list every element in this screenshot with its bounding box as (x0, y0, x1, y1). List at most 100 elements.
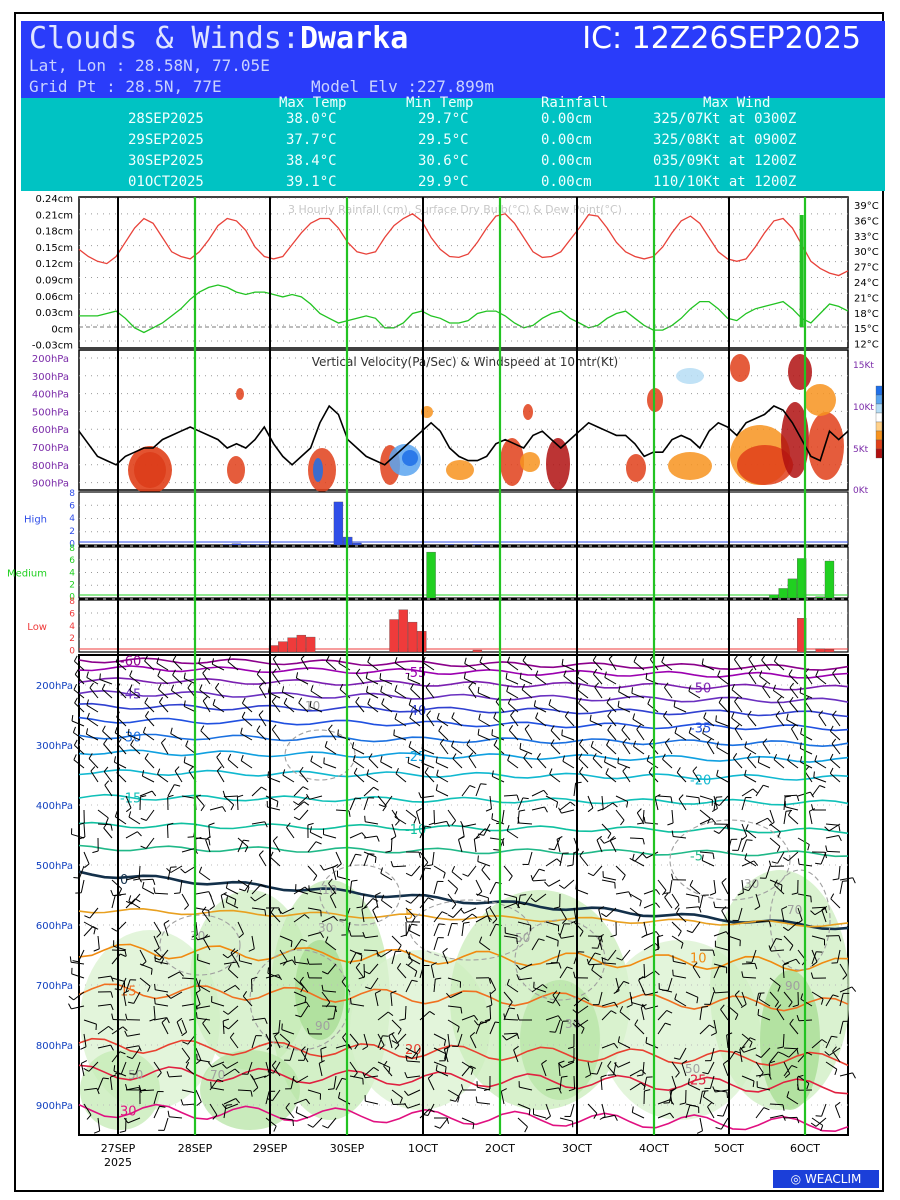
wind-barb-flag (72, 726, 76, 733)
wind-barb-staff (617, 762, 631, 769)
wind-barb-staff (839, 986, 853, 993)
wind-barb-flag (435, 756, 438, 763)
wind-barb-staff (363, 851, 377, 858)
wind-barb-staff (830, 730, 841, 741)
wind-barb-flag (763, 784, 770, 788)
wind-barb-staff (572, 851, 575, 866)
wind-barb-flag (470, 1065, 476, 1069)
wind-barb-flag (782, 962, 789, 966)
wind-barb-staff (435, 762, 449, 769)
wind-barb-flag (617, 1036, 620, 1043)
wind-barb-staff (663, 715, 673, 727)
wind-barb-staff (242, 702, 253, 713)
wind-barb-staff (706, 742, 715, 755)
wind-barb-staff (237, 921, 244, 935)
cloud-bar (241, 544, 251, 546)
wind-barb-staff (458, 839, 463, 853)
wind-barb-staff (227, 759, 239, 769)
wind-barb-staff (170, 865, 183, 873)
wind-barb-flag (157, 768, 161, 775)
isotherm-label: 0 (120, 873, 128, 888)
wind-barb-flag (274, 1032, 280, 1037)
wind-barb-flag (607, 833, 612, 839)
wind-barb-staff (517, 921, 531, 926)
wind-barb-flag (778, 1051, 784, 1055)
wind-barb-staff (230, 952, 239, 965)
wind-barb-flag (92, 850, 99, 854)
wind-barb-staff (272, 840, 281, 853)
wind-barb-flag (598, 933, 604, 938)
wind-barb-staff (673, 960, 687, 965)
wind-barb-staff (475, 783, 481, 797)
wind-barb-staff (545, 921, 559, 926)
wind-barb-flag (768, 1073, 772, 1080)
wind-barb-staff (181, 1003, 195, 1007)
wind-barb-staff (558, 1063, 561, 1077)
wind-barb-staff (477, 734, 491, 741)
wind-barb-staff (97, 1003, 111, 1007)
wind-barb-staff (828, 823, 841, 832)
cloud-bar (426, 551, 436, 599)
wind-barb-staff (83, 1019, 97, 1025)
wind-barb-staff (447, 1019, 460, 1028)
cloud-bar (231, 543, 242, 546)
wind-barb-staff (71, 833, 85, 839)
wind-barb-staff (195, 907, 209, 911)
wind-barb-staff (507, 984, 519, 993)
wind-barb-flag (485, 808, 492, 812)
wind-barb-flag (408, 951, 411, 958)
wind-barb-flag (516, 974, 520, 980)
wind-barb-staff (673, 975, 687, 979)
wind-barb-staff (782, 964, 785, 979)
wind-barb-staff (832, 673, 841, 685)
cloud-bar (333, 501, 344, 546)
wind-barb-staff (363, 1033, 369, 1047)
isotherm-label: -25 (405, 750, 426, 765)
wind-barb-flag (613, 1043, 619, 1049)
wind-barb-flag (286, 1042, 291, 1049)
wind-barb-flag (84, 915, 91, 919)
wind-barb-staff (202, 700, 211, 713)
wind-barb-staff (223, 961, 237, 965)
wind-barb-flag (409, 712, 413, 719)
wind-barb-flag (528, 1108, 531, 1116)
wind-barb-flag (444, 1066, 447, 1073)
rh-contour (159, 914, 241, 976)
isotherm (78, 983, 849, 1012)
wind-barb-flag (167, 794, 174, 798)
summary-date-cell: 29SEP2025 (128, 132, 204, 148)
pressure-tick-label: 200hPa (32, 354, 69, 365)
wind-barb-staff (251, 1017, 265, 1021)
wind-barb-staff (144, 702, 155, 713)
wind-barb-staff (718, 823, 729, 834)
rain-tick-label: 0.18cm (35, 227, 73, 238)
wind-barb-flag (394, 811, 398, 818)
wind-barb-flag (152, 879, 156, 886)
wind-barb-staff (279, 1117, 293, 1121)
wind-barb-staff (573, 921, 584, 932)
wind-barb-flag (300, 1046, 306, 1052)
wind-barb-staff (673, 706, 687, 713)
wind-barb-staff (839, 993, 844, 1007)
wind-barb-flag (93, 1130, 100, 1134)
wind-barb-flag (602, 957, 609, 961)
wind-barb-staff (475, 828, 486, 839)
wind-barb-staff (839, 1021, 844, 1035)
wind-barb-flag (703, 712, 707, 719)
wind-barb-flag (307, 971, 310, 979)
wind-barb-flag (549, 768, 553, 775)
summary-rain-cell: 0.00cm (541, 153, 592, 169)
wind-barb-staff (279, 1033, 291, 1043)
wind-barb-staff (522, 660, 533, 671)
wind-barb-flag (796, 1048, 799, 1055)
rain-tick-label: 0.24cm (35, 194, 73, 205)
wind-barb-staff (272, 673, 281, 685)
wind-barb-flag (655, 931, 661, 937)
wind-barb-staff (787, 851, 799, 862)
wind-barb-flag (492, 918, 498, 924)
wind-barb-flag (600, 1074, 607, 1078)
wind-barb-staff (535, 675, 547, 685)
wind-barb-staff (507, 759, 519, 769)
wind-barb-staff (769, 938, 777, 951)
wind-barb-flag (328, 724, 333, 730)
